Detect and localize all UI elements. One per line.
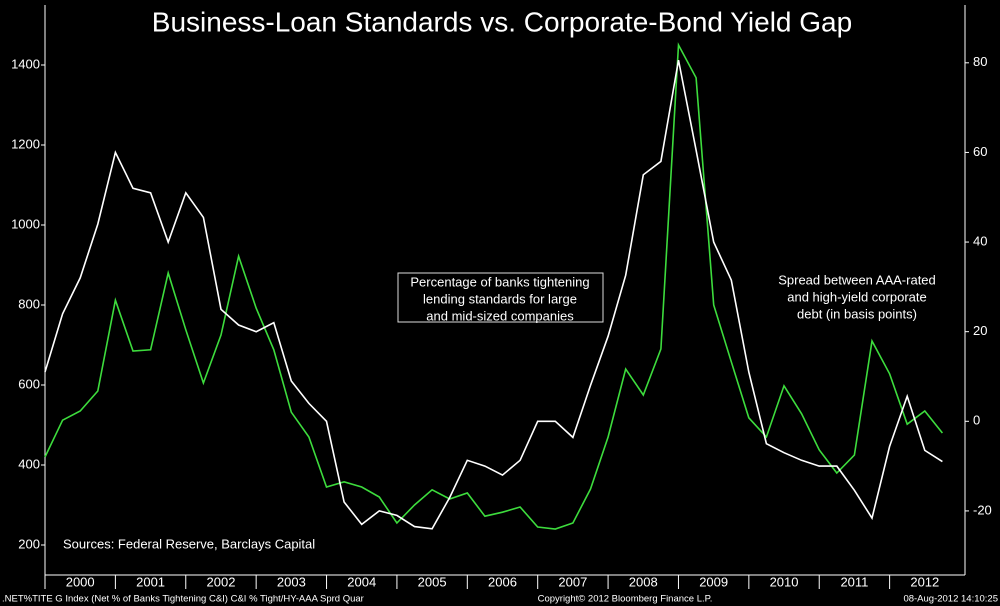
x-tick-label: 2004	[347, 574, 376, 589]
x-tick-label: 2006	[488, 574, 517, 589]
y-tick-label: 1200	[11, 136, 40, 151]
annotation-text: and mid-sized companies	[426, 308, 574, 323]
x-tick-label: 2012	[910, 574, 939, 589]
series-line	[44, 59, 943, 530]
y2-tick-label: 20	[973, 323, 987, 338]
y-tick-label: 400	[18, 456, 40, 471]
x-tick-label: 2009	[699, 574, 728, 589]
y2-tick-label: 80	[973, 54, 987, 69]
annotation-box	[397, 272, 604, 323]
annotation-text: Percentage of banks tightening	[410, 274, 589, 289]
x-tick-label: 2010	[770, 574, 799, 589]
y2-tick-label: 40	[973, 233, 987, 248]
annotation-text: debt (in basis points)	[797, 306, 917, 321]
x-tick-label: 2008	[629, 574, 658, 589]
annotation-text: Spread between AAA-rated	[778, 272, 936, 287]
y-tick-label: 600	[18, 376, 40, 391]
source-note: Sources: Federal Reserve, Barclays Capit…	[63, 536, 315, 551]
x-tick-label: 2001	[136, 574, 165, 589]
y-tick-label: 1000	[11, 216, 40, 231]
y-tick-label: 200	[18, 536, 40, 551]
chart-title: Business-Loan Standards vs. Corporate-Bo…	[152, 6, 852, 37]
annotation-text: lending standards for large	[423, 291, 577, 306]
footer-left: .NET%TITE G Index (Net % of Banks Tighte…	[2, 594, 364, 605]
y2-tick-label: -20	[973, 502, 992, 517]
y2-tick-label: 60	[973, 144, 987, 159]
x-tick-label: 2011	[840, 574, 868, 589]
x-tick-label: 2007	[558, 574, 587, 589]
x-tick-label: 2002	[207, 574, 236, 589]
footer-right: 08-Aug-2012 14:10:25	[903, 594, 998, 605]
y2-tick-label: 0	[973, 413, 980, 428]
y-tick-label: 800	[18, 296, 40, 311]
x-tick-label: 2005	[418, 574, 447, 589]
annotation-text: and high-yield corporate	[787, 289, 926, 304]
y-tick-label: 1400	[11, 56, 40, 71]
x-tick-label: 2003	[277, 574, 306, 589]
series-line	[44, 42, 944, 530]
footer-center: Copyright© 2012 Bloomberg Finance L.P.	[538, 594, 713, 605]
x-tick-label: 2000	[66, 574, 95, 589]
